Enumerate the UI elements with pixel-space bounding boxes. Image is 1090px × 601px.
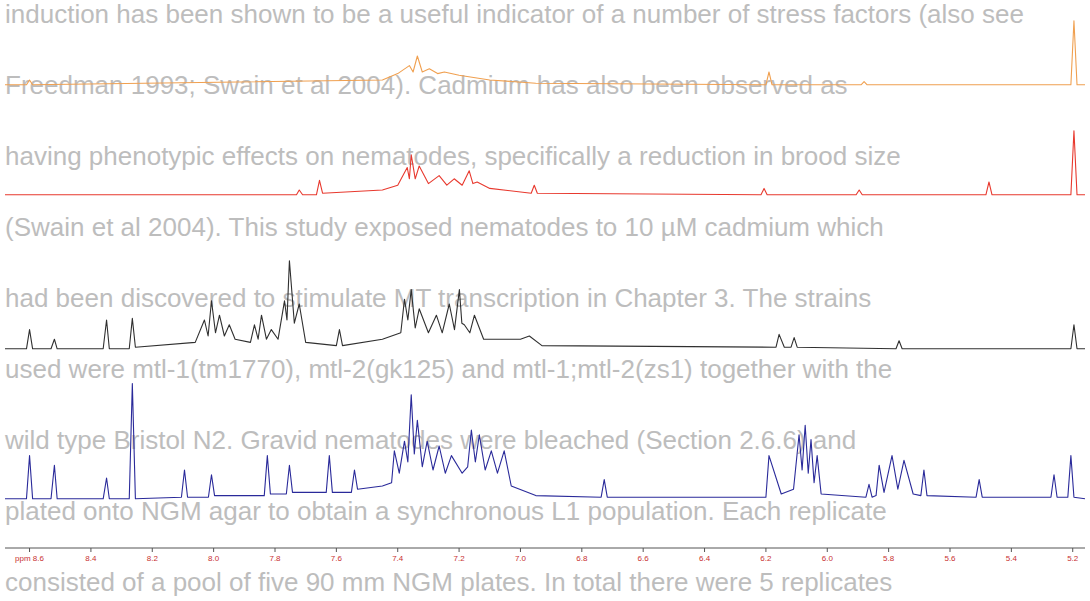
page-text: induction has been shown to be a useful …	[4, 0, 1024, 597]
tick-mark	[827, 548, 828, 552]
tick-label: 5.6	[944, 554, 956, 563]
tick-label: 5.2	[1067, 554, 1079, 563]
background-text: having phenotypic effects on nematodes, …	[5, 141, 901, 171]
tick-label: 7.6	[331, 554, 343, 563]
background-text: used were mtl-1(tm1770), mtl-2(gk125) an…	[5, 354, 892, 384]
spectrum-line	[5, 384, 1085, 499]
tick-label: 6.6	[638, 554, 650, 563]
spectrum-line	[5, 131, 1085, 195]
tick-label: 6.4	[699, 554, 711, 563]
tick-label: 8.4	[85, 554, 97, 563]
background-text: had been discovered to stimulate MT tran…	[5, 283, 871, 313]
tick-mark	[397, 548, 398, 552]
spectra	[5, 21, 1085, 499]
tick-mark	[459, 548, 460, 552]
tick-label: 6.8	[576, 554, 588, 563]
spectrum-line	[5, 261, 1085, 349]
tick-mark	[1011, 548, 1012, 552]
tick-mark	[90, 548, 91, 552]
tick-label: 7.0	[515, 554, 527, 563]
tick-label: 6.0	[822, 554, 834, 563]
nmr-chart: induction has been shown to be a useful …	[0, 0, 1090, 601]
tick-mark	[765, 548, 766, 552]
tick-mark	[643, 548, 644, 552]
tick-mark	[213, 548, 214, 552]
tick-mark	[152, 548, 153, 552]
tick-mark	[950, 548, 951, 552]
background-text: consisted of a pool of five 90 mm NGM pl…	[5, 567, 892, 597]
tick-label: ppm 8.6	[15, 554, 44, 563]
background-text: wild type Bristol N2. Gravid nematodes w…	[4, 425, 856, 455]
x-axis: ppm 8.6 8.4 8.2 8.0 7.8 7.6 7.4 7.2 7.0 6.8 6.6 6.4…	[5, 548, 1085, 563]
background-text: induction has been shown to be a useful …	[5, 0, 1024, 29]
spectrum-line	[5, 21, 1085, 85]
tick-label: 8.0	[208, 554, 220, 563]
tick-label: 7.4	[392, 554, 404, 563]
tick-mark	[704, 548, 705, 552]
tick-label: 7.2	[454, 554, 466, 563]
tick-mark	[336, 548, 337, 552]
tick-label: 8.2	[147, 554, 159, 563]
tick-label: 6.2	[760, 554, 772, 563]
tick-mark	[275, 548, 276, 552]
tick-label: 5.8	[883, 554, 895, 563]
tick-mark	[581, 548, 582, 552]
background-text: (Swain et al 2004). This study exposed n…	[5, 212, 884, 242]
tick-mark	[1072, 548, 1073, 552]
tick-label: 7.8	[269, 554, 281, 563]
axis-line	[5, 548, 1085, 549]
tick-mark	[888, 548, 889, 552]
tick-mark	[29, 548, 30, 552]
tick-mark	[520, 548, 521, 552]
tick-label: 5.4	[1006, 554, 1018, 563]
background-text: plated onto NGM agar to obtain a synchro…	[5, 496, 887, 526]
